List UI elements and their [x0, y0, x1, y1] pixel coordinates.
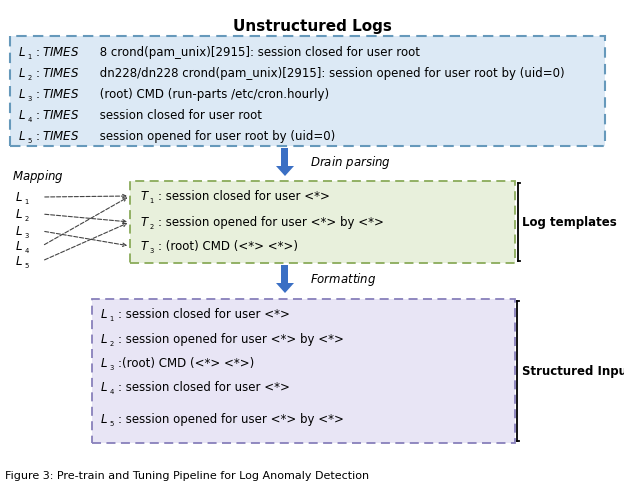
Text: Structured Inputs: Structured Inputs — [522, 365, 624, 377]
Text: : session opened for user <*> by <*>: : session opened for user <*> by <*> — [118, 333, 344, 346]
Text: Figure 3: Pre-train and Tuning Pipeline for Log Anomaly Detection: Figure 3: Pre-train and Tuning Pipeline … — [5, 471, 369, 481]
Text: $\it{Formatting}$: $\it{Formatting}$ — [310, 270, 376, 287]
Text: $\it{L}$: $\it{L}$ — [18, 45, 26, 58]
Text: $_{5}$: $_{5}$ — [27, 136, 33, 146]
Text: session closed for user root: session closed for user root — [96, 109, 262, 122]
Text: $_{4}$: $_{4}$ — [27, 115, 33, 125]
Text: Unstructured Logs: Unstructured Logs — [233, 18, 391, 33]
Text: $\it{L}$: $\it{L}$ — [18, 67, 26, 80]
FancyBboxPatch shape — [92, 299, 515, 443]
Text: $\it{L}$: $\it{L}$ — [15, 254, 23, 267]
Text: $_{2}$: $_{2}$ — [109, 339, 115, 349]
Text: (root) CMD (run-parts /etc/cron.hourly): (root) CMD (run-parts /etc/cron.hourly) — [96, 88, 329, 101]
Text: : session closed for user <*>: : session closed for user <*> — [118, 380, 290, 393]
Text: $\it{L}$: $\it{L}$ — [100, 412, 108, 425]
Polygon shape — [276, 166, 294, 176]
Text: $\it{TIMES}$: $\it{TIMES}$ — [42, 109, 79, 122]
Text: : session closed for user <*>: : session closed for user <*> — [158, 190, 330, 203]
Text: $_{5}$: $_{5}$ — [109, 419, 115, 429]
Text: :(root) CMD (<*> <*>): :(root) CMD (<*> <*>) — [118, 357, 254, 370]
Text: $_{2}$: $_{2}$ — [149, 222, 155, 232]
Text: $\it{L}$: $\it{L}$ — [18, 129, 26, 142]
FancyBboxPatch shape — [130, 181, 515, 263]
FancyBboxPatch shape — [10, 36, 605, 146]
Text: $_{3}$: $_{3}$ — [149, 246, 155, 256]
Text: : session closed for user <*>: : session closed for user <*> — [118, 307, 290, 321]
Text: $_{1}$: $_{1}$ — [109, 314, 115, 324]
Text: $_{1}$: $_{1}$ — [149, 196, 155, 206]
Text: : (root) CMD (<*> <*>): : (root) CMD (<*> <*>) — [158, 240, 298, 252]
Text: $\it{L}$: $\it{L}$ — [100, 333, 108, 346]
Text: 8 crond(pam_unix)[2915]: session closed for user root: 8 crond(pam_unix)[2915]: session closed … — [96, 45, 420, 58]
Text: $\it{L}$: $\it{L}$ — [18, 109, 26, 122]
Text: $_{3}$: $_{3}$ — [24, 231, 30, 241]
Text: $\it{L}$: $\it{L}$ — [100, 307, 108, 321]
Text: $_{1}$: $_{1}$ — [27, 52, 32, 62]
Text: $\it{TIMES}$: $\it{TIMES}$ — [42, 129, 79, 142]
Text: $\it{L}$: $\it{L}$ — [100, 380, 108, 393]
Text: $\it{L}$: $\it{L}$ — [15, 191, 23, 204]
Text: $_{1}$: $_{1}$ — [24, 197, 30, 207]
Text: $_{2}$: $_{2}$ — [24, 214, 30, 224]
Text: $\it{T}$: $\it{T}$ — [140, 240, 150, 252]
Text: $\it{L}$: $\it{L}$ — [100, 357, 108, 370]
Text: $\it{Mapping}$: $\it{Mapping}$ — [12, 167, 64, 184]
Text: $\it{TIMES}$: $\it{TIMES}$ — [42, 88, 79, 101]
Text: $\it{TIMES}$: $\it{TIMES}$ — [42, 67, 79, 80]
Text: : session opened for user <*> by <*>: : session opened for user <*> by <*> — [158, 216, 384, 229]
Text: session opened for user root by (uid=0): session opened for user root by (uid=0) — [96, 129, 335, 142]
Text: $\it{TIMES}$: $\it{TIMES}$ — [42, 45, 79, 58]
Text: $_{4}$: $_{4}$ — [24, 246, 30, 256]
Text: Log templates: Log templates — [522, 216, 617, 229]
Text: $\it{L}$: $\it{L}$ — [15, 225, 23, 238]
Text: $_{4}$: $_{4}$ — [109, 387, 115, 397]
Text: :: : — [36, 88, 40, 101]
Text: :: : — [36, 45, 40, 58]
Text: $_{3}$: $_{3}$ — [109, 363, 115, 373]
FancyBboxPatch shape — [281, 265, 288, 283]
Text: $_{5}$: $_{5}$ — [24, 261, 30, 271]
Text: :: : — [36, 109, 40, 122]
Text: dn228/dn228 crond(pam_unix)[2915]: session opened for user root by (uid=0): dn228/dn228 crond(pam_unix)[2915]: sessi… — [96, 67, 565, 80]
Text: $\it{L}$: $\it{L}$ — [15, 208, 23, 221]
Text: $\it{L}$: $\it{L}$ — [15, 240, 23, 252]
FancyBboxPatch shape — [281, 148, 288, 166]
Text: :: : — [36, 129, 40, 142]
Text: :: : — [36, 67, 40, 80]
Text: $\it{Drain\ parsing}$: $\it{Drain\ parsing}$ — [310, 153, 391, 170]
Text: $_{3}$: $_{3}$ — [27, 94, 33, 104]
Polygon shape — [276, 283, 294, 293]
Text: $\it{T}$: $\it{T}$ — [140, 216, 150, 229]
Text: $_{2}$: $_{2}$ — [27, 73, 32, 83]
Text: $\it{L}$: $\it{L}$ — [18, 88, 26, 101]
Text: $\it{T}$: $\it{T}$ — [140, 190, 150, 203]
Text: : session opened for user <*> by <*>: : session opened for user <*> by <*> — [118, 412, 344, 425]
